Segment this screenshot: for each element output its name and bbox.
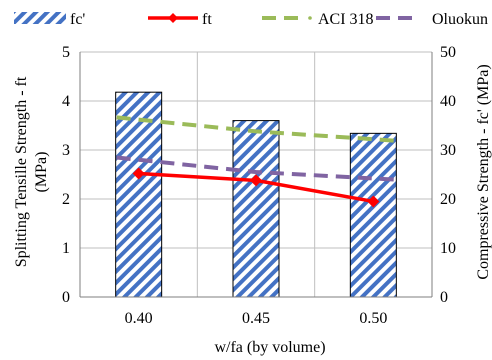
legend-label: Oluokun [432, 11, 488, 28]
lines [116, 115, 396, 208]
left-tick-label: 5 [62, 44, 70, 61]
left-tick-label: 0 [62, 289, 70, 306]
bar-fc-0 [115, 91, 163, 298]
x-tick-label: 0.40 [125, 310, 153, 327]
right-tick-label: 50 [440, 44, 456, 61]
bars [115, 91, 397, 298]
legend: fc' ft ACI 318 Oluokun [14, 11, 488, 28]
legend-item-ft: ft [148, 11, 212, 28]
point-ft-1 [250, 174, 262, 187]
legend-swatch-marker [168, 13, 178, 23]
legend-item-oluokun: Oluokun [376, 11, 488, 28]
right-tick-label: 30 [440, 142, 456, 159]
x-tick-label: 0.50 [359, 310, 387, 327]
series-line-oluokun [116, 155, 396, 182]
legend-label: ACI 318 [318, 11, 374, 28]
legend-swatch-dot [308, 16, 312, 20]
x-axis-title: w/fa (by volume) [214, 339, 325, 356]
left-tick-label: 2 [62, 191, 70, 208]
left-tick-label: 1 [62, 240, 70, 257]
legend-swatch-bar [14, 12, 66, 24]
right-tick-label: 40 [440, 93, 456, 110]
series-line-aci-318 [116, 115, 396, 143]
x-tick-label: 0.45 [242, 310, 270, 327]
right-tick-label: 10 [440, 240, 456, 257]
right-axis-title: Compressive Strength - fc' (MPa) [475, 64, 492, 279]
bar-fc-1 [232, 120, 280, 298]
legend-label: ft [202, 11, 212, 28]
legend-label: fc' [70, 11, 85, 28]
left-axis-title-line1: Splitting Tensille Strength - ft [13, 76, 30, 267]
legend-item-aci-318: ACI 318 [262, 11, 374, 28]
right-tick-label: 20 [440, 191, 456, 208]
left-axis-title-line2: (MPa) [33, 152, 50, 193]
left-tick-label: 3 [62, 142, 70, 159]
point-ft-0 [132, 167, 145, 180]
left-tick-label: 4 [62, 93, 70, 110]
right-tick-label: 0 [440, 289, 448, 306]
legend-item-fc-: fc' [14, 11, 85, 28]
bar-fc-2 [349, 132, 397, 298]
point-ft-2 [367, 195, 380, 208]
